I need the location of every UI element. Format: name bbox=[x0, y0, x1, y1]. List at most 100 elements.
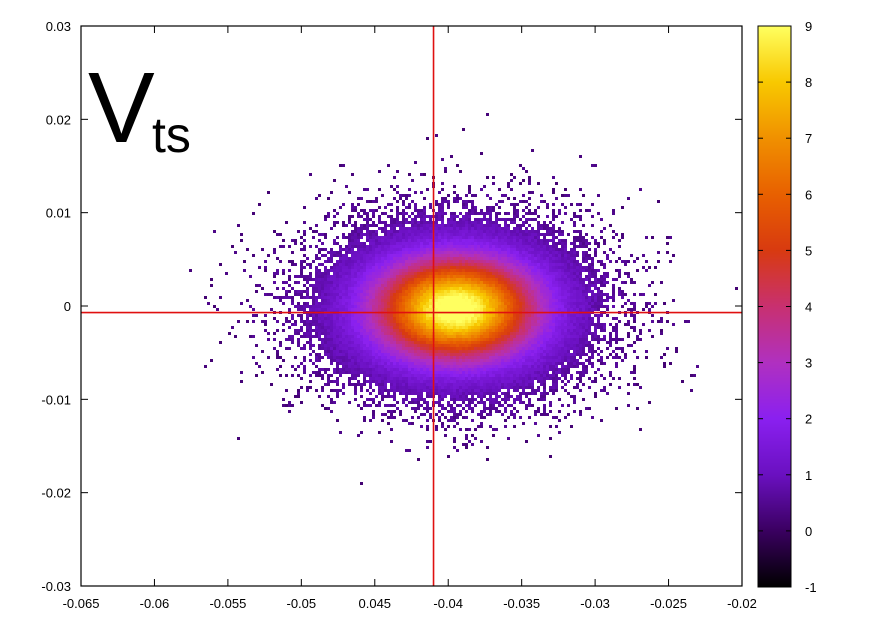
heat-cell bbox=[543, 236, 546, 239]
heat-cell bbox=[474, 323, 477, 326]
heat-cell bbox=[408, 335, 411, 338]
heat-cell bbox=[603, 329, 606, 332]
heat-cell bbox=[561, 332, 564, 335]
heat-cell bbox=[477, 224, 480, 227]
heat-cell bbox=[525, 239, 528, 242]
heat-cell bbox=[387, 242, 390, 245]
heat-cell bbox=[507, 290, 510, 293]
heat-cell bbox=[348, 278, 351, 281]
heat-cell bbox=[489, 353, 492, 356]
heat-cell bbox=[354, 314, 357, 317]
heat-cell bbox=[588, 272, 591, 275]
heat-cell bbox=[489, 230, 492, 233]
heat-cell bbox=[426, 236, 429, 239]
heat-cell bbox=[504, 224, 507, 227]
heat-cell bbox=[672, 299, 675, 302]
heat-cell bbox=[471, 320, 474, 323]
heat-cell bbox=[513, 215, 516, 218]
heat-cell bbox=[354, 284, 357, 287]
heat-cell bbox=[354, 338, 357, 341]
heat-cell bbox=[564, 188, 567, 191]
heat-cell bbox=[426, 188, 429, 191]
heat-cell bbox=[477, 227, 480, 230]
heat-cell bbox=[588, 317, 591, 320]
heat-cell bbox=[345, 272, 348, 275]
heat-cell bbox=[456, 272, 459, 275]
heat-cell bbox=[369, 287, 372, 290]
heat-cell bbox=[351, 239, 354, 242]
heat-cell bbox=[600, 293, 603, 296]
heat-cell bbox=[579, 272, 582, 275]
heat-cell bbox=[354, 320, 357, 323]
heat-cell bbox=[447, 200, 450, 203]
heat-cell bbox=[573, 320, 576, 323]
heat-cell bbox=[660, 356, 663, 359]
heat-cell bbox=[600, 305, 603, 308]
heat-cell bbox=[468, 329, 471, 332]
heat-cell bbox=[558, 299, 561, 302]
heat-cell bbox=[579, 278, 582, 281]
heat-cell bbox=[435, 308, 438, 311]
heat-cell bbox=[369, 230, 372, 233]
heat-cell bbox=[339, 254, 342, 257]
heat-cell bbox=[357, 203, 360, 206]
heat-cell bbox=[333, 299, 336, 302]
heat-cell bbox=[504, 221, 507, 224]
heat-cell bbox=[504, 230, 507, 233]
heat-cell bbox=[579, 320, 582, 323]
heat-cell bbox=[513, 263, 516, 266]
heat-cell bbox=[627, 344, 630, 347]
heat-cell bbox=[522, 242, 525, 245]
heat-cell bbox=[585, 323, 588, 326]
heat-cell bbox=[462, 242, 465, 245]
heat-cell bbox=[369, 251, 372, 254]
heat-cell bbox=[414, 251, 417, 254]
heat-cell bbox=[321, 338, 324, 341]
heat-cell bbox=[495, 314, 498, 317]
heat-cell bbox=[357, 254, 360, 257]
heat-cell bbox=[552, 239, 555, 242]
heat-cell bbox=[315, 356, 318, 359]
heat-cell bbox=[411, 299, 414, 302]
heat-cell bbox=[204, 296, 207, 299]
heat-cell bbox=[393, 341, 396, 344]
heat-cell bbox=[390, 314, 393, 317]
heat-cell bbox=[336, 305, 339, 308]
heat-cell bbox=[504, 344, 507, 347]
heat-cell bbox=[471, 239, 474, 242]
heat-cell bbox=[489, 320, 492, 323]
heat-cell bbox=[594, 296, 597, 299]
heat-cell bbox=[354, 332, 357, 335]
heat-cell bbox=[513, 206, 516, 209]
heat-cell bbox=[420, 317, 423, 320]
heat-cell bbox=[561, 278, 564, 281]
heat-cell bbox=[438, 284, 441, 287]
heat-cell bbox=[519, 341, 522, 344]
heat-cell bbox=[453, 341, 456, 344]
heat-cell bbox=[480, 230, 483, 233]
heat-cell bbox=[564, 293, 567, 296]
heat-cell bbox=[549, 233, 552, 236]
heat-cell bbox=[342, 257, 345, 260]
heat-cell bbox=[561, 299, 564, 302]
heat-cell bbox=[522, 248, 525, 251]
heat-cell bbox=[513, 293, 516, 296]
heat-cell bbox=[579, 209, 582, 212]
heat-cell bbox=[357, 296, 360, 299]
heat-cell bbox=[360, 293, 363, 296]
heat-cell bbox=[540, 278, 543, 281]
heat-cell bbox=[405, 197, 408, 200]
heat-cell bbox=[372, 209, 375, 212]
heat-cell bbox=[468, 320, 471, 323]
heat-cell bbox=[546, 326, 549, 329]
heat-cell bbox=[294, 239, 297, 242]
heat-cell bbox=[402, 344, 405, 347]
heat-cell bbox=[675, 350, 678, 353]
heat-cell bbox=[543, 224, 546, 227]
heat-cell bbox=[345, 185, 348, 188]
heat-cell bbox=[561, 260, 564, 263]
heat-cell bbox=[621, 293, 624, 296]
heat-cell bbox=[558, 317, 561, 320]
heat-cell bbox=[468, 281, 471, 284]
heat-cell bbox=[411, 242, 414, 245]
